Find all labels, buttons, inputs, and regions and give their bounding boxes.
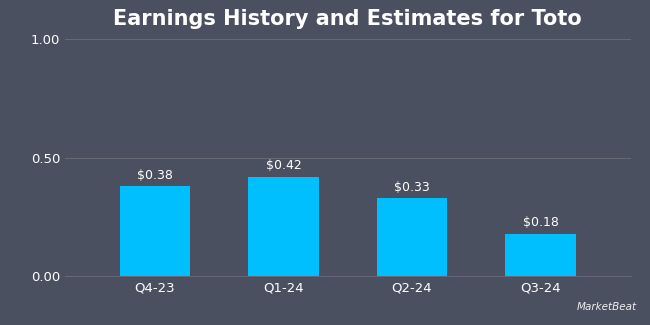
Text: $0.33: $0.33 — [394, 181, 430, 194]
Bar — [248, 176, 319, 276]
Bar — [376, 198, 447, 276]
Text: $0.42: $0.42 — [266, 159, 302, 172]
Text: $0.18: $0.18 — [523, 216, 558, 229]
Text: $0.38: $0.38 — [137, 169, 173, 182]
Title: Earnings History and Estimates for Toto: Earnings History and Estimates for Toto — [113, 9, 582, 29]
Text: MarketBeat: MarketBeat — [577, 302, 637, 312]
Bar — [505, 234, 576, 276]
Bar — [120, 186, 190, 276]
